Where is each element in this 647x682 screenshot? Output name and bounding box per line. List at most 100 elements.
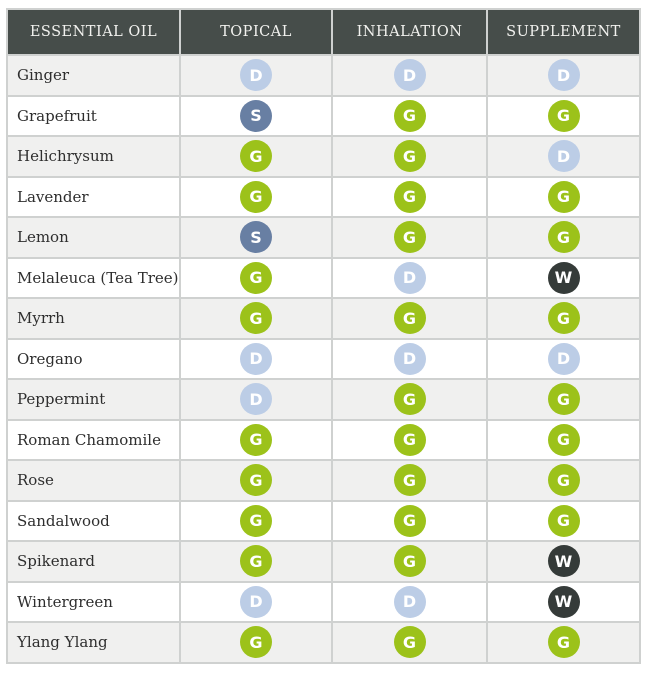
inhalation-cell: G bbox=[331, 540, 488, 583]
essential-oil-usage-table: ESSENTIAL OIL TOPICAL INHALATION SUPPLEM… bbox=[6, 8, 641, 664]
header-row: ESSENTIAL OIL TOPICAL INHALATION SUPPLEM… bbox=[6, 8, 641, 56]
supplement-rating-badge: G bbox=[547, 180, 580, 213]
topical-cell: S bbox=[179, 94, 333, 137]
topical-rating-badge: G bbox=[240, 504, 272, 537]
supplement-cell: G bbox=[486, 297, 641, 340]
supplement-cell: G bbox=[486, 94, 641, 137]
inhalation-cell: D bbox=[331, 580, 488, 623]
inhalation-cell: G bbox=[331, 418, 488, 461]
inhalation-rating-badge: G bbox=[393, 302, 426, 335]
topical-cell: G bbox=[179, 621, 333, 664]
topical-rating-badge: S bbox=[240, 99, 272, 132]
topical-rating-badge: G bbox=[240, 140, 272, 173]
topical-rating-badge: D bbox=[240, 383, 272, 416]
topical-cell: D bbox=[179, 378, 333, 421]
supplement-rating-badge: G bbox=[547, 221, 580, 254]
inhalation-rating-badge: G bbox=[393, 99, 426, 132]
inhalation-rating-badge: G bbox=[393, 383, 426, 416]
inhalation-cell: D bbox=[331, 256, 488, 299]
inhalation-rating-badge: D bbox=[393, 342, 426, 375]
inhalation-rating-badge: G bbox=[393, 545, 426, 578]
table-row: Ylang Ylang G G G bbox=[6, 621, 641, 664]
table-row: Sandalwood G G G bbox=[6, 499, 641, 542]
supplement-cell: W bbox=[486, 540, 641, 583]
inhalation-cell: G bbox=[331, 459, 488, 502]
topical-rating-badge: G bbox=[240, 423, 272, 456]
oil-name-cell: Myrrh bbox=[6, 297, 181, 340]
oil-name-cell: Peppermint bbox=[6, 378, 181, 421]
oil-name-cell: Lemon bbox=[6, 216, 181, 259]
supplement-cell: G bbox=[486, 459, 641, 502]
topical-cell: D bbox=[179, 337, 333, 380]
supplement-rating-badge: G bbox=[547, 626, 580, 659]
oil-name-cell: Spikenard bbox=[6, 540, 181, 583]
table-header: ESSENTIAL OIL TOPICAL INHALATION SUPPLEM… bbox=[6, 8, 641, 56]
supplement-rating-badge: D bbox=[547, 342, 580, 375]
inhalation-rating-badge: G bbox=[393, 423, 426, 456]
topical-cell: G bbox=[179, 297, 333, 340]
oil-name-cell: Oregano bbox=[6, 337, 181, 380]
oil-name-cell: Wintergreen bbox=[6, 580, 181, 623]
topical-rating-badge: G bbox=[240, 464, 272, 497]
inhalation-cell: G bbox=[331, 216, 488, 259]
inhalation-cell: G bbox=[331, 297, 488, 340]
topical-rating-badge: D bbox=[240, 342, 272, 375]
supplement-cell: D bbox=[486, 135, 641, 178]
table-row: Oregano D D D bbox=[6, 337, 641, 380]
inhalation-rating-badge: D bbox=[393, 585, 426, 618]
inhalation-cell: G bbox=[331, 94, 488, 137]
inhalation-rating-badge: G bbox=[393, 464, 426, 497]
supplement-rating-badge: W bbox=[547, 545, 580, 578]
topical-cell: G bbox=[179, 135, 333, 178]
inhalation-cell: G bbox=[331, 378, 488, 421]
supplement-rating-badge: G bbox=[547, 504, 580, 537]
oil-name-cell: Ginger bbox=[6, 54, 181, 97]
oil-name-cell: Grapefruit bbox=[6, 94, 181, 137]
table-row: Ginger D D D bbox=[6, 54, 641, 97]
oil-name-cell: Sandalwood bbox=[6, 499, 181, 542]
topical-rating-badge: G bbox=[240, 545, 272, 578]
inhalation-rating-badge: D bbox=[393, 261, 426, 294]
inhalation-rating-badge: D bbox=[393, 59, 426, 92]
inhalation-rating-badge: G bbox=[393, 504, 426, 537]
supplement-cell: G bbox=[486, 621, 641, 664]
inhalation-cell: D bbox=[331, 337, 488, 380]
topical-cell: S bbox=[179, 216, 333, 259]
table-row: Peppermint D G G bbox=[6, 378, 641, 421]
inhalation-cell: G bbox=[331, 135, 488, 178]
table-row: Helichrysum G G D bbox=[6, 135, 641, 178]
supplement-rating-badge: G bbox=[547, 423, 580, 456]
header-topical: TOPICAL bbox=[179, 8, 333, 56]
inhalation-rating-badge: G bbox=[393, 626, 426, 659]
header-essential-oil: ESSENTIAL OIL bbox=[6, 8, 181, 56]
inhalation-cell: G bbox=[331, 175, 488, 218]
supplement-rating-badge: W bbox=[547, 585, 580, 618]
inhalation-cell: G bbox=[331, 621, 488, 664]
table-row: Lavender G G G bbox=[6, 175, 641, 218]
supplement-cell: D bbox=[486, 54, 641, 97]
supplement-rating-badge: D bbox=[547, 140, 580, 173]
table-row: Roman Chamomile G G G bbox=[6, 418, 641, 461]
supplement-cell: G bbox=[486, 378, 641, 421]
topical-cell: G bbox=[179, 418, 333, 461]
oil-name-cell: Roman Chamomile bbox=[6, 418, 181, 461]
table-row: Spikenard G G W bbox=[6, 540, 641, 583]
inhalation-rating-badge: G bbox=[393, 180, 426, 213]
topical-cell: G bbox=[179, 499, 333, 542]
supplement-cell: W bbox=[486, 580, 641, 623]
inhalation-cell: G bbox=[331, 499, 488, 542]
header-inhalation: INHALATION bbox=[331, 8, 488, 56]
table-row: Lemon S G G bbox=[6, 216, 641, 259]
topical-rating-badge: D bbox=[240, 59, 272, 92]
topical-cell: G bbox=[179, 256, 333, 299]
oil-name-cell: Helichrysum bbox=[6, 135, 181, 178]
topical-cell: G bbox=[179, 459, 333, 502]
supplement-cell: G bbox=[486, 418, 641, 461]
topical-cell: D bbox=[179, 54, 333, 97]
inhalation-rating-badge: G bbox=[393, 140, 426, 173]
supplement-rating-badge: G bbox=[547, 464, 580, 497]
inhalation-cell: D bbox=[331, 54, 488, 97]
table-body: Ginger D D D Grapefruit S G G Helichrysum G G D Lave… bbox=[6, 54, 641, 664]
topical-rating-badge: G bbox=[240, 261, 272, 294]
topical-rating-badge: S bbox=[240, 221, 272, 254]
